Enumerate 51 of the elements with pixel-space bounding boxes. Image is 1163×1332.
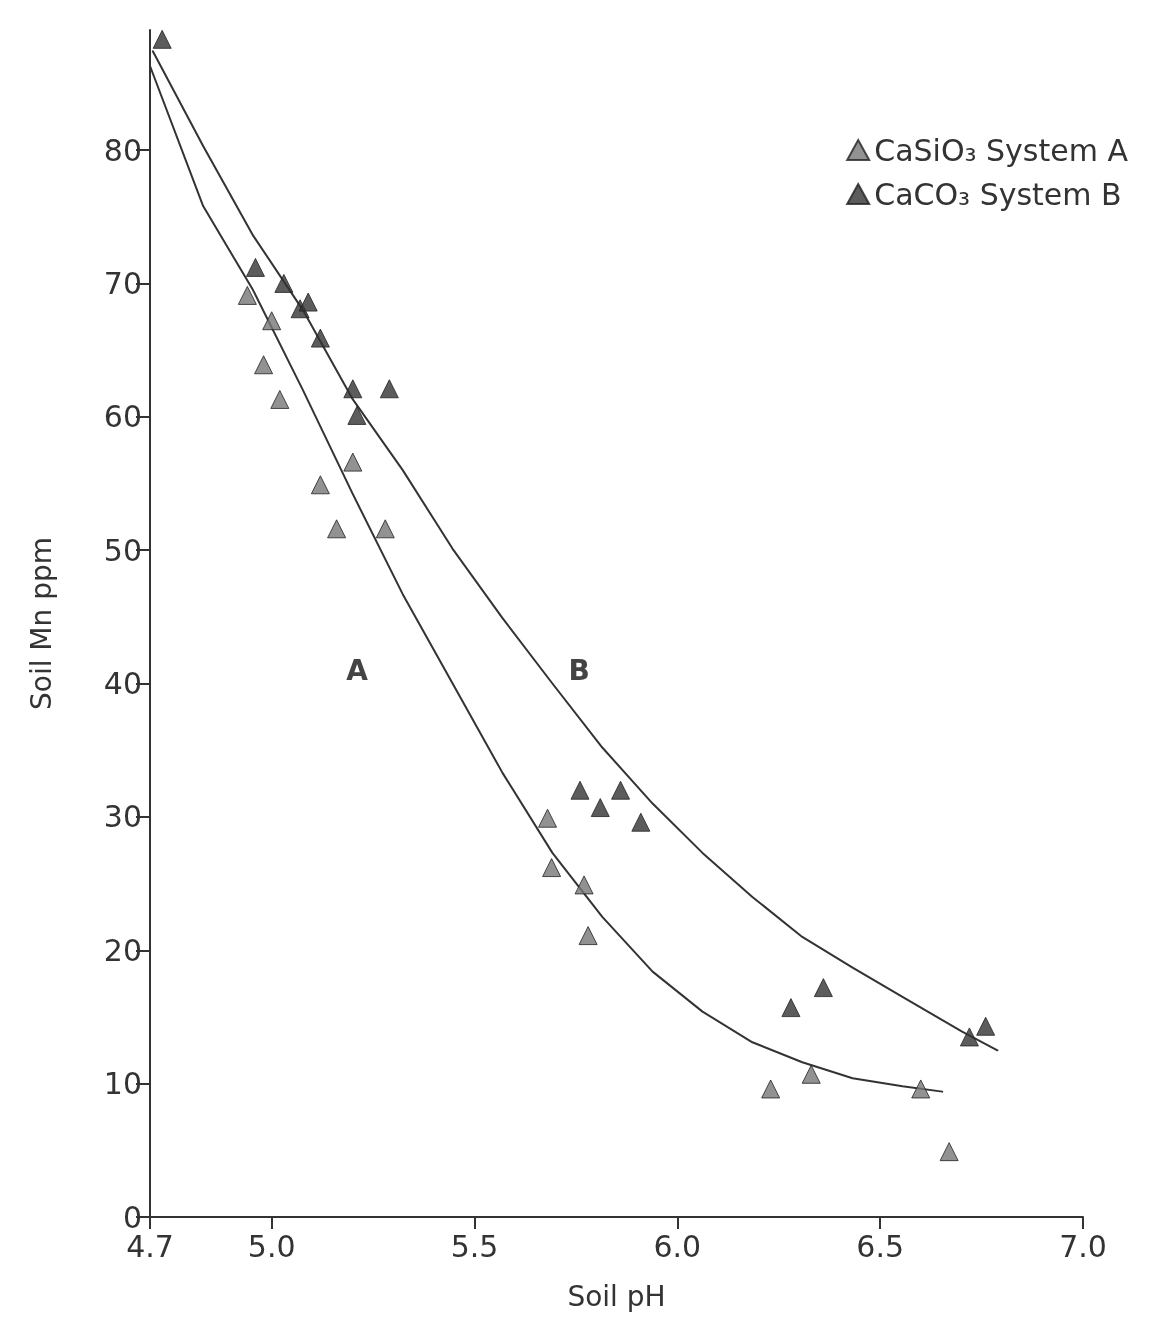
point [245, 257, 265, 277]
point [298, 292, 318, 312]
point [379, 379, 399, 399]
point [761, 1079, 781, 1099]
point [976, 1016, 996, 1036]
legend-label: CaSiO₃ System A [874, 132, 1129, 168]
point [939, 1142, 959, 1162]
point [347, 405, 367, 425]
point [542, 858, 562, 878]
point [327, 519, 347, 539]
x-axis-title: Soil pH [567, 1279, 666, 1313]
point [152, 29, 172, 49]
point [911, 1079, 931, 1099]
point [262, 311, 282, 331]
x-tick-label: 7.0 [1059, 1228, 1107, 1264]
y-tick-label: 80 [103, 132, 142, 168]
point [578, 926, 598, 946]
point [343, 379, 363, 399]
point [813, 978, 833, 998]
y-tick-label: 60 [103, 399, 142, 435]
point [538, 808, 558, 828]
point [310, 328, 330, 348]
x-tick-label: 6.0 [653, 1228, 702, 1264]
point [343, 452, 363, 472]
point [270, 389, 290, 409]
y-tick-label: 50 [103, 532, 142, 568]
point [254, 355, 274, 375]
y-tick-label: 30 [103, 799, 142, 835]
annotation: B [568, 654, 590, 688]
point [631, 812, 651, 832]
point [959, 1027, 979, 1047]
point [375, 519, 395, 539]
point [574, 875, 594, 895]
point [237, 285, 257, 305]
y-tick-label: 70 [103, 265, 142, 301]
point [611, 780, 631, 800]
legend-label: CaCO₃ System B [874, 176, 1122, 212]
y-tick-label: 20 [103, 932, 142, 968]
point [781, 998, 801, 1018]
point [570, 780, 590, 800]
x-tick-label: 5.5 [450, 1228, 499, 1264]
x-tick-label: 5.0 [247, 1228, 296, 1264]
x-tick-label: 6.5 [856, 1228, 905, 1264]
y-tick-label: 40 [103, 666, 142, 702]
point [274, 273, 294, 293]
y-tick-label: 10 [103, 1066, 142, 1102]
annotation: A [346, 654, 369, 688]
point [590, 798, 610, 818]
point [801, 1064, 821, 1084]
point [310, 475, 330, 495]
y-axis-title: Soil Mn ppm [24, 537, 58, 710]
